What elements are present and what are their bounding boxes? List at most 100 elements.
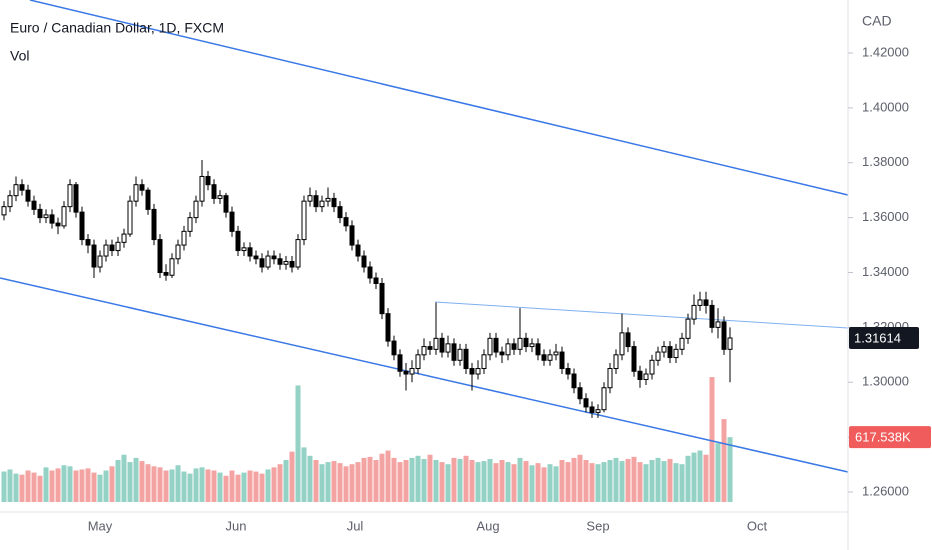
volume-bar — [433, 460, 439, 502]
volume-bar — [445, 464, 451, 502]
volume-bar — [721, 419, 727, 502]
volume-bar — [565, 462, 571, 502]
volume-bar — [343, 466, 349, 502]
candle-body — [715, 321, 721, 328]
x-tick-label: Jul — [347, 518, 364, 533]
volume-bar — [511, 464, 517, 502]
volume-bar — [187, 473, 193, 502]
volume-bar — [439, 462, 445, 502]
candle-body — [49, 214, 55, 224]
volume-bar — [265, 469, 271, 502]
volume-bar — [655, 457, 661, 502]
candle-body — [151, 208, 157, 241]
volume-bar — [577, 454, 583, 502]
volume-bar — [295, 385, 301, 502]
candle-body — [13, 184, 19, 197]
candle-body — [619, 332, 625, 356]
candle-body — [439, 337, 445, 353]
volume-bar — [697, 450, 703, 502]
volume-bar — [493, 463, 499, 502]
volume-bar — [415, 455, 421, 502]
volume-bar — [571, 457, 577, 502]
volume-bar — [487, 458, 493, 502]
y-tick-label: 1.42000 — [862, 44, 909, 59]
volume-bar — [163, 470, 169, 502]
volume-bar — [475, 462, 481, 502]
volume-bar — [73, 470, 79, 502]
candle-body — [517, 337, 523, 350]
candle-body — [55, 222, 61, 227]
volume-layer — [1, 377, 733, 502]
candle-body — [31, 200, 37, 210]
volume-bar — [727, 437, 733, 502]
volume-bar — [559, 460, 565, 502]
candle-body — [649, 359, 655, 375]
volume-bar — [667, 458, 673, 502]
volume-bar — [97, 474, 103, 502]
volume-bar — [103, 470, 109, 502]
volume-bar — [181, 471, 187, 502]
volume-bar — [169, 469, 175, 502]
volume-bar — [325, 462, 331, 502]
volume-bar — [373, 460, 379, 502]
volume-bar — [25, 470, 31, 502]
volume-bar — [541, 467, 547, 502]
candle-body — [67, 184, 73, 208]
candle-body — [643, 373, 649, 381]
volume-bar — [451, 457, 457, 502]
volume-bar — [55, 468, 61, 502]
volume-bar — [589, 463, 595, 502]
candle-body — [361, 255, 367, 268]
candle-body — [259, 258, 265, 268]
volume-bar — [283, 460, 289, 502]
candle-body — [25, 189, 31, 202]
volume-bar — [115, 460, 121, 502]
volume-bar — [151, 466, 157, 502]
x-tick-label: Sep — [586, 518, 609, 533]
y-tick-label: 1.40000 — [862, 99, 909, 114]
last-price-box — [849, 326, 919, 349]
volume-bar — [379, 453, 385, 502]
volume-bar — [85, 468, 91, 502]
candle-body — [565, 368, 571, 375]
resistance-line — [434, 301, 849, 329]
volume-bar — [91, 472, 97, 502]
volume-value-box — [849, 426, 931, 449]
candle-body — [589, 406, 595, 413]
candle-layer — [1, 160, 733, 418]
volume-bar — [469, 460, 475, 502]
volume-bar — [331, 461, 337, 502]
volume-bar — [463, 455, 469, 502]
candle-body — [163, 272, 169, 276]
volume-bar — [1, 471, 7, 502]
candle-body — [661, 346, 667, 353]
candle-body — [319, 200, 325, 208]
volume-bar — [625, 458, 631, 502]
volume-bar — [259, 473, 265, 502]
axis-layer: 1.420001.400001.380001.360001.340001.320… — [88, 44, 931, 533]
volume-bar — [253, 471, 259, 502]
candle-body — [295, 239, 301, 268]
candle-body — [595, 409, 601, 413]
volume-bar — [121, 454, 127, 502]
candle-body — [667, 346, 673, 359]
volume-bar — [241, 472, 247, 502]
candle-body — [421, 346, 427, 356]
volume-bar — [307, 455, 313, 502]
y-tick-label: 1.38000 — [862, 154, 909, 169]
candle-body — [607, 368, 613, 389]
candle-body — [655, 351, 661, 361]
volume-bar — [685, 455, 691, 502]
candle-body — [583, 398, 589, 408]
candle-body — [445, 343, 451, 353]
volume-bar — [247, 470, 253, 502]
candle-body — [679, 337, 685, 350]
candle-body — [235, 230, 241, 252]
candle-body — [187, 217, 193, 232]
volume-bar — [517, 457, 523, 502]
volume-bar — [457, 458, 463, 502]
candle-body — [385, 313, 391, 342]
volume-bar — [607, 460, 613, 502]
volume-bar — [643, 464, 649, 502]
volume-bar — [277, 464, 283, 502]
